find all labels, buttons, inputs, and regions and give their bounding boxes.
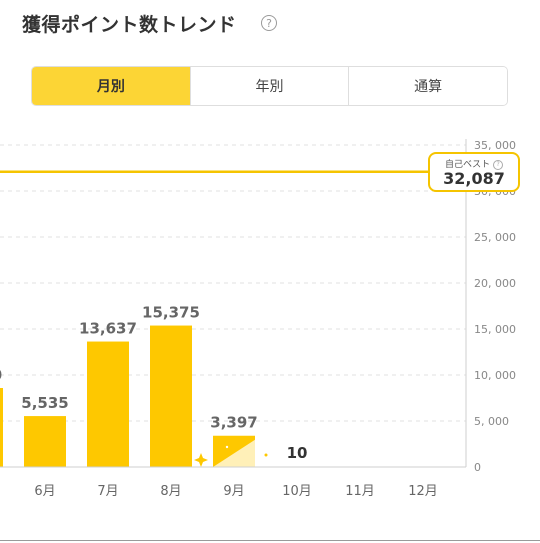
bar-value-label: 0 (0, 366, 2, 384)
tab-monthly[interactable]: 月別 (32, 67, 190, 105)
bar (24, 416, 66, 467)
personal-best-value: 32,087 (443, 169, 505, 188)
help-icon[interactable]: ? (261, 15, 277, 31)
personal-best-label-text: 自己ベスト (444, 160, 491, 170)
y-tick-label: 15, 000 (474, 323, 516, 336)
bar (87, 341, 129, 467)
personal-best-label: 自己ベスト ? (430, 157, 518, 170)
page-title: 獲得ポイント数トレンド (22, 14, 237, 36)
x-tick-label: 7月 (97, 484, 118, 499)
chart-grid (0, 144, 466, 422)
bar-value-label: 5,535 (21, 394, 68, 412)
x-tick-label: 11月 (345, 484, 375, 499)
x-tick-label: 10月 (282, 484, 312, 499)
chart-labels: 0 5,535 13,637 15,375 3,397 10 (0, 304, 307, 462)
chart-bars (0, 325, 268, 467)
tab-total[interactable]: 通算 (348, 67, 507, 105)
bar-value-label: 13,637 (79, 320, 137, 338)
sparkle-dot (264, 453, 268, 457)
bar (150, 325, 192, 467)
x-tick-label: 12月 (408, 484, 438, 499)
bar-value-label: 10 (287, 444, 308, 462)
bar-highlight (213, 439, 255, 467)
sparkle-icon (194, 453, 208, 467)
y-tick-label: 5, 000 (474, 415, 509, 428)
y-tick-label: 35, 000 (474, 139, 516, 152)
sparkle-dot (225, 445, 229, 449)
bar-value-label: 15,375 (142, 304, 200, 322)
y-tick-label: 0 (474, 461, 481, 474)
bar-current-month (194, 435, 268, 467)
period-tabs: 月別 年別 通算 (31, 66, 508, 106)
personal-best-help-icon[interactable]: ? (493, 159, 504, 170)
y-tick-label: 10, 000 (474, 369, 516, 382)
x-tick-label: 6月 (34, 484, 55, 499)
personal-best-badge: 自己ベスト ? 32,087 (428, 152, 520, 192)
x-tick-label: 9月 (223, 484, 244, 499)
y-tick-label: 20, 000 (474, 277, 516, 290)
x-tick-label: 8月 (160, 484, 181, 499)
tab-yearly[interactable]: 年別 (189, 67, 349, 105)
bar-value-label: 3,397 (210, 414, 257, 432)
bar (0, 388, 3, 467)
y-tick-label: 25, 000 (474, 231, 516, 244)
bottom-divider (0, 540, 540, 541)
